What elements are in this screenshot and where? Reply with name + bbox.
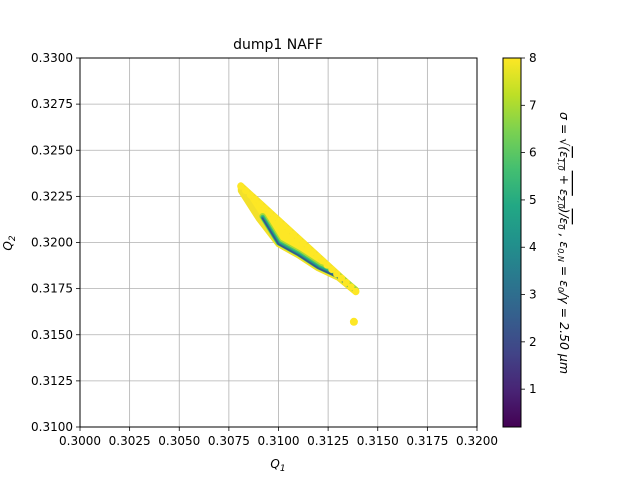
footprint-point (304, 244, 312, 252)
colorbar (502, 57, 522, 428)
data-layer (237, 182, 360, 326)
footprint-point (299, 239, 307, 247)
footprint-point (280, 222, 288, 230)
y-tick-label: 0.3200 (31, 236, 73, 250)
x-tick-label: 0.3075 (208, 434, 250, 448)
x-tick-label: 0.3125 (307, 434, 349, 448)
colorbar-tick-label: 6 (529, 146, 537, 160)
y-tick-label: 0.3275 (31, 97, 73, 111)
x-tick-label: 0.3025 (109, 434, 151, 448)
footprint-point (313, 252, 322, 260)
footprint-point (342, 279, 350, 287)
x-axis-label: Q1 (270, 457, 285, 474)
colorbar-tick-label: 1 (529, 382, 537, 396)
footprint-point (237, 182, 245, 190)
footprint-point (246, 191, 254, 199)
y-axis-label: Q2 (1, 235, 18, 250)
colorbar-tick-label: 2 (529, 335, 537, 349)
footprint-point (251, 195, 259, 203)
colorbar-tick-label: 4 (529, 240, 537, 254)
footprint-point (270, 213, 278, 221)
footprint-point (290, 230, 298, 238)
colorbar-label: σ = √(ε1,0 + ε2,0)/ε0 , ε0,N = ε0/γ = 2.… (556, 112, 572, 374)
footprint-point (266, 208, 274, 217)
footprint-point (337, 274, 346, 282)
x-tick-label: 0.3150 (357, 434, 399, 448)
footprint-point (294, 235, 302, 243)
footprint-point (318, 257, 326, 265)
footprint-point (261, 204, 269, 212)
footprint-point (275, 217, 283, 225)
footprint-point (285, 226, 293, 234)
svg-text:σ = √(ε1,0 + ε2,0)/ε0 , ε0,N: σ = √(ε1,0 + ε2,0)/ε0 , ε0,N = ε0/γ = 2.… (556, 112, 572, 374)
y-tick-label: 0.3175 (31, 282, 73, 296)
y-tick-label: 0.3150 (31, 328, 73, 342)
y-tick-label: 0.3300 (31, 51, 73, 65)
footprint-point (352, 287, 360, 295)
x-tick-label: 0.3000 (59, 434, 101, 448)
colorbar-tick-label: 3 (529, 288, 537, 302)
colorbar-tick-label: 8 (529, 51, 537, 65)
footprint-point (242, 187, 250, 195)
footprint-point (256, 200, 264, 208)
y-tick-label: 0.3125 (31, 374, 73, 388)
footprint-point (333, 270, 341, 278)
footprint-point (347, 283, 355, 291)
x-tick-label: 0.3175 (406, 434, 448, 448)
colorbar-tick-label: 7 (529, 98, 537, 112)
x-tick-label: 0.3100 (258, 434, 300, 448)
colorbar-tick-label: 5 (529, 193, 537, 207)
chart-title: dump1 NAFF (233, 37, 323, 53)
footprint-point (323, 261, 331, 269)
y-tick-label: 0.3225 (31, 189, 73, 203)
footprint-point (309, 248, 317, 256)
y-tick-label: 0.3250 (31, 143, 73, 157)
y-tick-label: 0.3100 (31, 420, 73, 434)
x-axis-ticks: 0.3000 0.3025 0.3050 0.3075 0.3100 0.3125 0.31… (59, 427, 498, 448)
x-tick-label: 0.3050 (158, 434, 200, 448)
y-axis-ticks: 0.3100 0.3125 0.3150 0.3175 0.3200 0.3225 0.32… (31, 51, 80, 434)
colorbar-ticks: 1 2 3 4 5 6 7 8 (521, 51, 537, 396)
footprint-point (328, 265, 336, 274)
x-tick-label: 0.3200 (456, 434, 498, 448)
outlier-point (349, 317, 358, 326)
